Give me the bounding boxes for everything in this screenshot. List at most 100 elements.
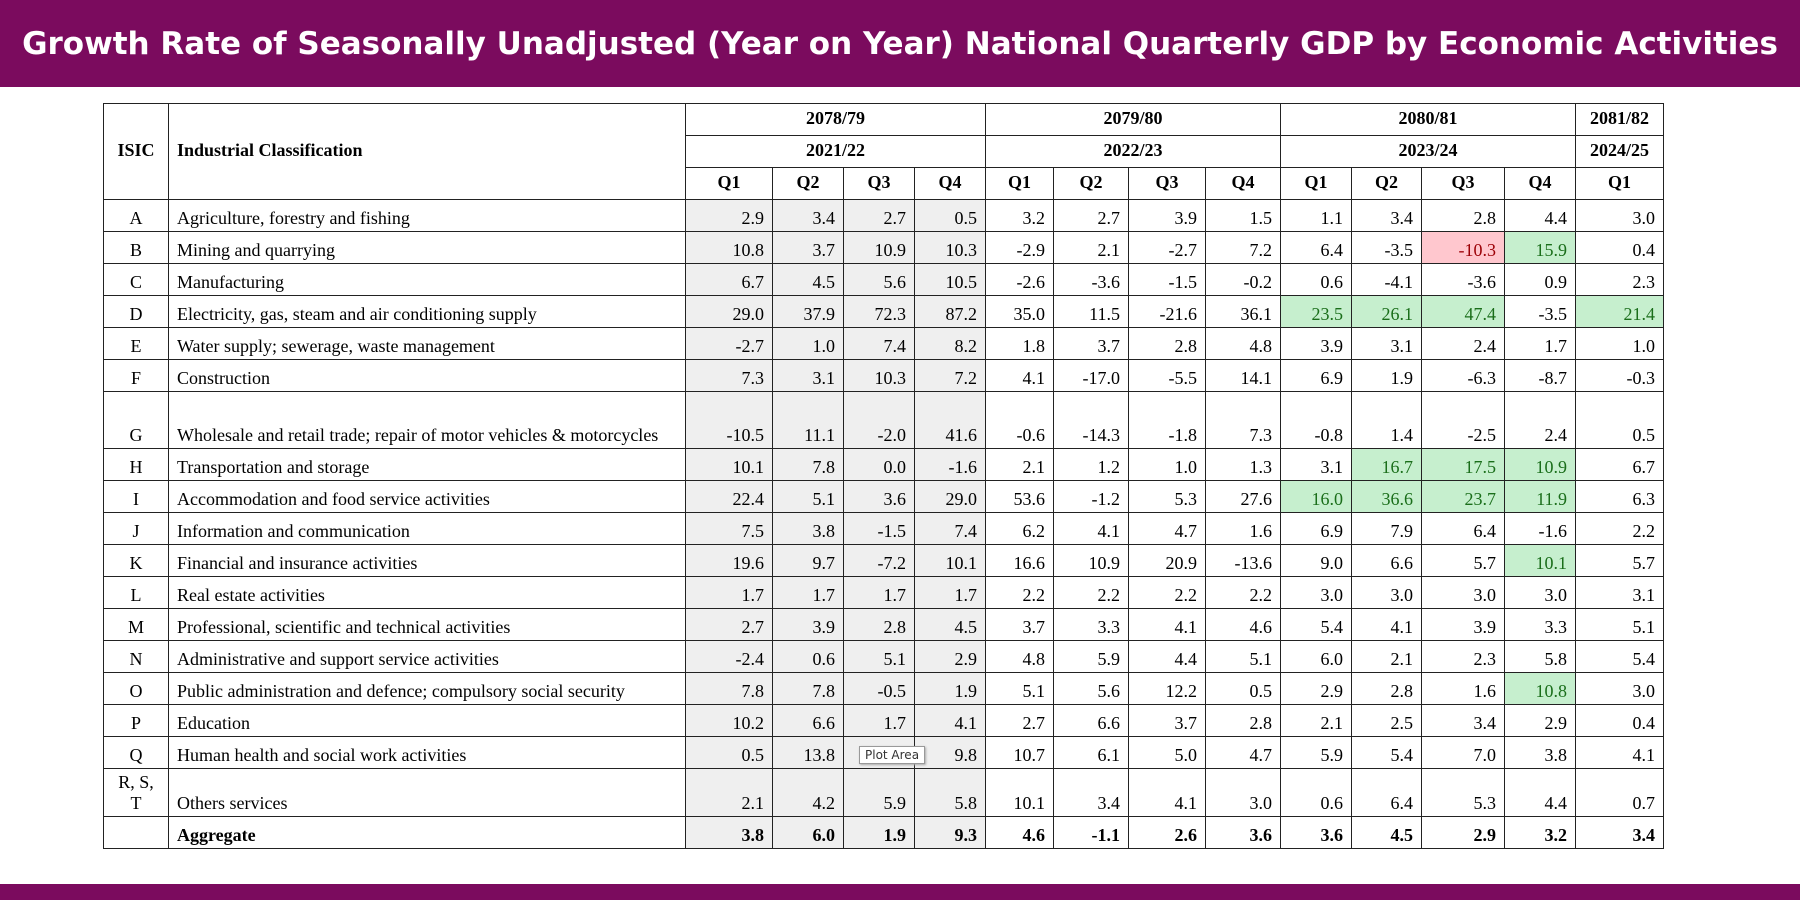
value-cell: 1.3 (1205, 448, 1282, 481)
value-cell: 5.4 (1351, 736, 1423, 769)
value-cell: 2.1 (1280, 704, 1353, 737)
row-label: Electricity, gas, steam and air conditio… (168, 295, 686, 328)
value-cell: 5.9 (1280, 736, 1353, 769)
value-cell: 6.0 (772, 816, 844, 849)
value-cell: 3.0 (1351, 576, 1423, 609)
value-cell: 4.1 (1351, 608, 1423, 641)
value-cell: 5.9 (843, 768, 915, 817)
value-cell: 3.4 (1053, 768, 1130, 817)
fiscal-year: 2080/81 (1280, 103, 1577, 136)
row-code: L (103, 576, 169, 609)
quarter: Q1 (1280, 167, 1353, 200)
value-cell: -21.6 (1128, 295, 1207, 328)
value-cell: -14.3 (1053, 391, 1130, 449)
value-cell: 9.3 (913, 816, 987, 849)
value-cell: 10.1 (685, 448, 773, 481)
value-cell: -17.0 (1053, 359, 1130, 392)
value-cell: 2.3 (1421, 640, 1506, 673)
quarter: Q3 (1128, 167, 1207, 200)
value-cell: 4.2 (772, 768, 844, 817)
value-cell: 1.2 (1053, 448, 1130, 481)
header-row: ISIC Industrial Classification 2078/79 2079… (103, 103, 1665, 200)
value-cell: 6.7 (1575, 448, 1665, 481)
value-cell: 2.9 (913, 640, 987, 673)
value-cell: 1.9 (1351, 359, 1423, 392)
value-cell: 2.4 (1504, 391, 1577, 449)
value-cell: 3.0 (1280, 576, 1353, 609)
value-cell: 16.7 (1351, 448, 1423, 481)
value-cell: 6.4 (1280, 231, 1353, 264)
value-cell: 0.5 (1205, 672, 1282, 705)
value-cell: 9.8 (913, 736, 987, 769)
data-row: B Mining and quarrying 10.8 3.7 10.9 10.3 -2.9… (103, 231, 1665, 264)
fiscal-year: 2078/79 (684, 103, 987, 136)
value-cell: 15.9 (1504, 231, 1577, 264)
value-cell: 4.1 (1128, 608, 1207, 641)
value-cell: 4.6 (1205, 608, 1282, 641)
value-cell: 3.2 (985, 199, 1055, 232)
value-cell: 4.7 (1128, 512, 1207, 545)
value-cell: 3.0 (1575, 672, 1665, 705)
data-row: O Public administration and defence; comp… (103, 672, 1665, 705)
value-cell: 0.4 (1575, 704, 1665, 737)
value-cell: 2.8 (843, 608, 915, 641)
value-cell: -1.8 (1128, 391, 1207, 449)
value-cell: -1.1 (1053, 816, 1130, 849)
quarter: Q4 (1205, 167, 1282, 200)
footer-bar (0, 884, 1800, 900)
row-code (103, 816, 169, 849)
value-cell: 20.9 (1128, 544, 1207, 577)
year: 2024/25 (1575, 135, 1665, 168)
value-cell: 3.7 (1128, 704, 1207, 737)
value-cell: 6.1 (1053, 736, 1130, 769)
data-row: D Electricity, gas, steam and air conditi… (103, 295, 1665, 328)
value-cell: 3.6 (1205, 816, 1282, 849)
value-cell: 10.7 (985, 736, 1055, 769)
value-cell: 10.9 (1053, 544, 1130, 577)
row-code: I (103, 480, 169, 513)
value-cell: 14.1 (1205, 359, 1282, 392)
value-cell: 7.4 (913, 512, 987, 545)
value-cell: 6.6 (1053, 704, 1130, 737)
value-cell: 3.0 (1504, 576, 1577, 609)
value-cell: 3.1 (1351, 327, 1423, 360)
value-cell: 7.3 (685, 359, 773, 392)
value-cell: 2.5 (1351, 704, 1423, 737)
value-cell: 22.4 (685, 480, 773, 513)
value-cell: -2.4 (685, 640, 773, 673)
value-cell: 4.4 (1504, 199, 1577, 232)
value-cell: 3.7 (985, 608, 1055, 641)
value-cell: 5.7 (1575, 544, 1665, 577)
value-cell: 7.8 (772, 448, 844, 481)
value-cell: 7.0 (1421, 736, 1506, 769)
value-cell: 10.8 (685, 231, 773, 264)
value-cell: 1.9 (843, 816, 915, 849)
value-cell: 10.9 (1504, 448, 1577, 481)
value-cell: 1.7 (913, 576, 987, 609)
quarter: Q2 (1053, 167, 1130, 200)
value-cell: 1.1 (1280, 199, 1353, 232)
value-cell: 1.6 (1205, 512, 1282, 545)
value-cell: 3.9 (772, 608, 844, 641)
value-cell: 29.0 (913, 480, 987, 513)
title-bar: Growth Rate of Seasonally Unadjusted (Ye… (0, 0, 1800, 87)
row-label: Real estate activities (168, 576, 686, 609)
value-cell: 2.2 (1053, 576, 1130, 609)
value-cell: 5.6 (1053, 672, 1130, 705)
value-cell: 2.8 (1421, 199, 1506, 232)
value-cell: 7.2 (1205, 231, 1282, 264)
row-code: G (103, 391, 169, 449)
row-code: B (103, 231, 169, 264)
row-label: Mining and quarrying (168, 231, 686, 264)
value-cell: 3.0 (1421, 576, 1506, 609)
row-label: Professional, scientific and technical a… (168, 608, 686, 641)
header-row: 2021/22 2022/23 2023/24 2024/25 (104, 135, 1665, 168)
data-row: N Administrative and support service acti… (103, 640, 1665, 673)
value-cell: 2.7 (843, 199, 915, 232)
value-cell: -4.1 (1351, 263, 1423, 296)
value-cell: 7.8 (685, 672, 773, 705)
value-cell: 5.3 (1421, 768, 1506, 817)
data-row: M Professional, scientific and technical … (103, 608, 1665, 641)
value-cell: 19.6 (685, 544, 773, 577)
row-code: F (103, 359, 169, 392)
